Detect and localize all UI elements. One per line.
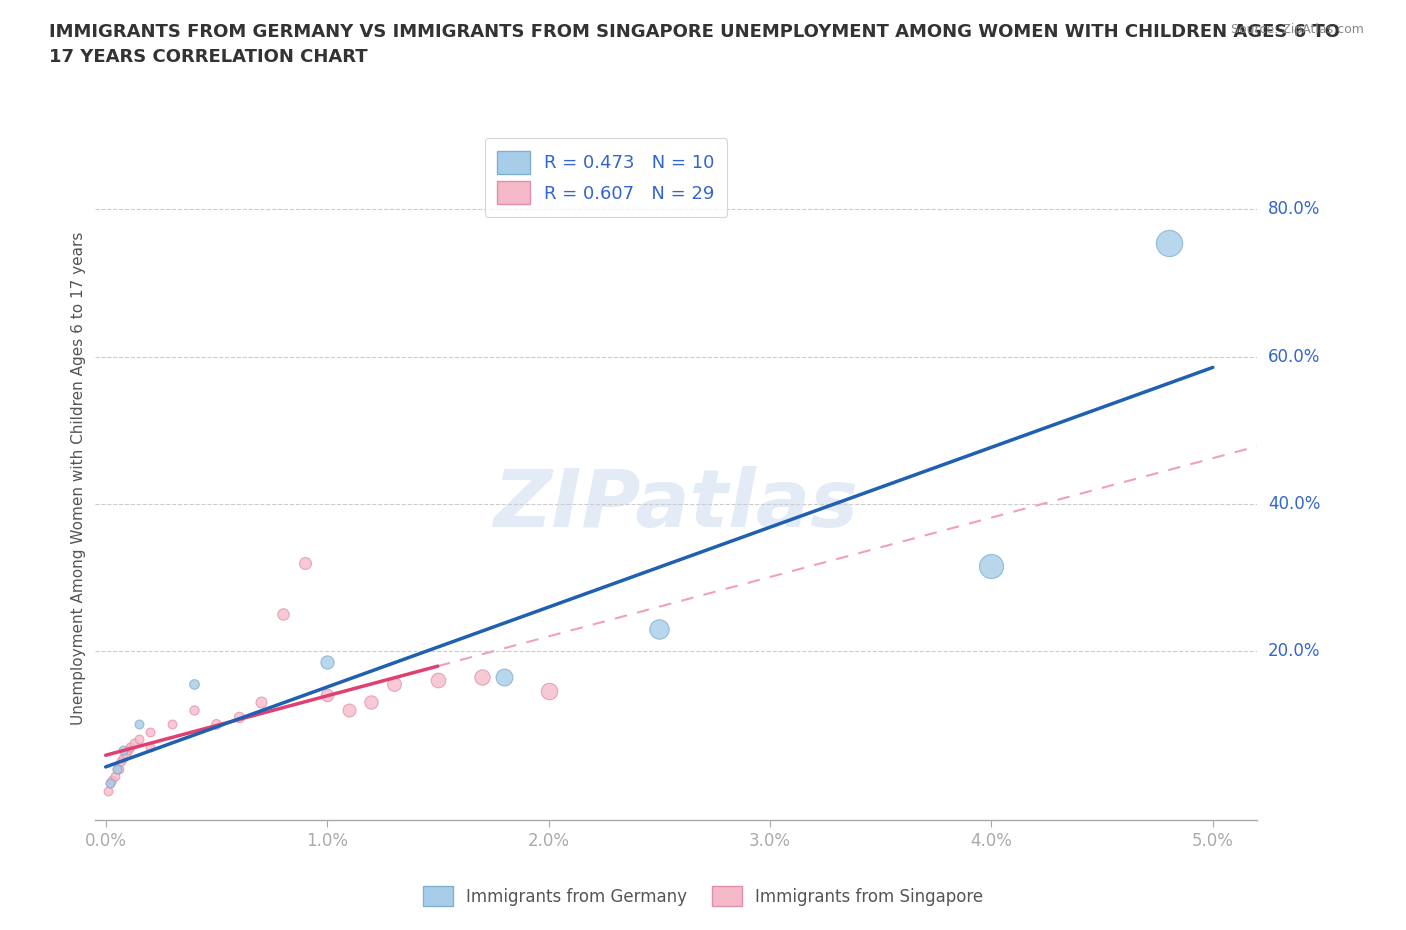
Point [124, 736, 146, 751]
Point [494, 670, 516, 684]
Point [271, 606, 294, 621]
Point [97, 783, 120, 798]
Point [128, 732, 150, 747]
Point [110, 754, 132, 769]
Text: 80.0%: 80.0% [1268, 201, 1320, 219]
Point [337, 702, 360, 717]
Point [105, 761, 128, 776]
Text: ZIPatlas: ZIPatlas [494, 466, 858, 544]
Legend: Immigrants from Germany, Immigrants from Singapore: Immigrants from Germany, Immigrants from… [416, 880, 990, 912]
Point [1157, 235, 1180, 250]
Point [205, 717, 228, 732]
Text: Source: ZipAtlas.com: Source: ZipAtlas.com [1230, 23, 1364, 36]
Point [117, 743, 139, 758]
Point [980, 559, 1002, 574]
Point [183, 702, 205, 717]
Legend: R = 0.473   N = 10, R = 0.607   N = 29: R = 0.473 N = 10, R = 0.607 N = 29 [485, 138, 727, 217]
Point [648, 621, 671, 636]
Point [112, 743, 135, 758]
Point [316, 655, 339, 670]
Point [160, 717, 183, 732]
Point [228, 710, 250, 724]
Text: 20.0%: 20.0% [1268, 642, 1320, 660]
Point [103, 768, 125, 783]
Point [426, 673, 449, 688]
Point [139, 739, 162, 754]
Point [101, 772, 124, 787]
Point [114, 747, 136, 762]
Point [118, 739, 141, 754]
Y-axis label: Unemployment Among Women with Children Ages 6 to 17 years: Unemployment Among Women with Children A… [72, 232, 86, 724]
Point [139, 724, 162, 739]
Point [360, 695, 382, 710]
Point [183, 676, 205, 691]
Point [108, 761, 131, 776]
Point [98, 776, 121, 790]
Point [128, 717, 150, 732]
Point [382, 676, 405, 691]
Point [316, 687, 339, 702]
Point [471, 670, 494, 684]
Point [105, 761, 128, 776]
Point [98, 776, 121, 790]
Point [537, 684, 560, 698]
Point [249, 695, 271, 710]
Text: 40.0%: 40.0% [1268, 495, 1320, 512]
Text: 60.0%: 60.0% [1268, 348, 1320, 365]
Point [294, 555, 316, 570]
Point [112, 751, 135, 765]
Text: IMMIGRANTS FROM GERMANY VS IMMIGRANTS FROM SINGAPORE UNEMPLOYMENT AMONG WOMEN WI: IMMIGRANTS FROM GERMANY VS IMMIGRANTS FR… [49, 23, 1340, 66]
